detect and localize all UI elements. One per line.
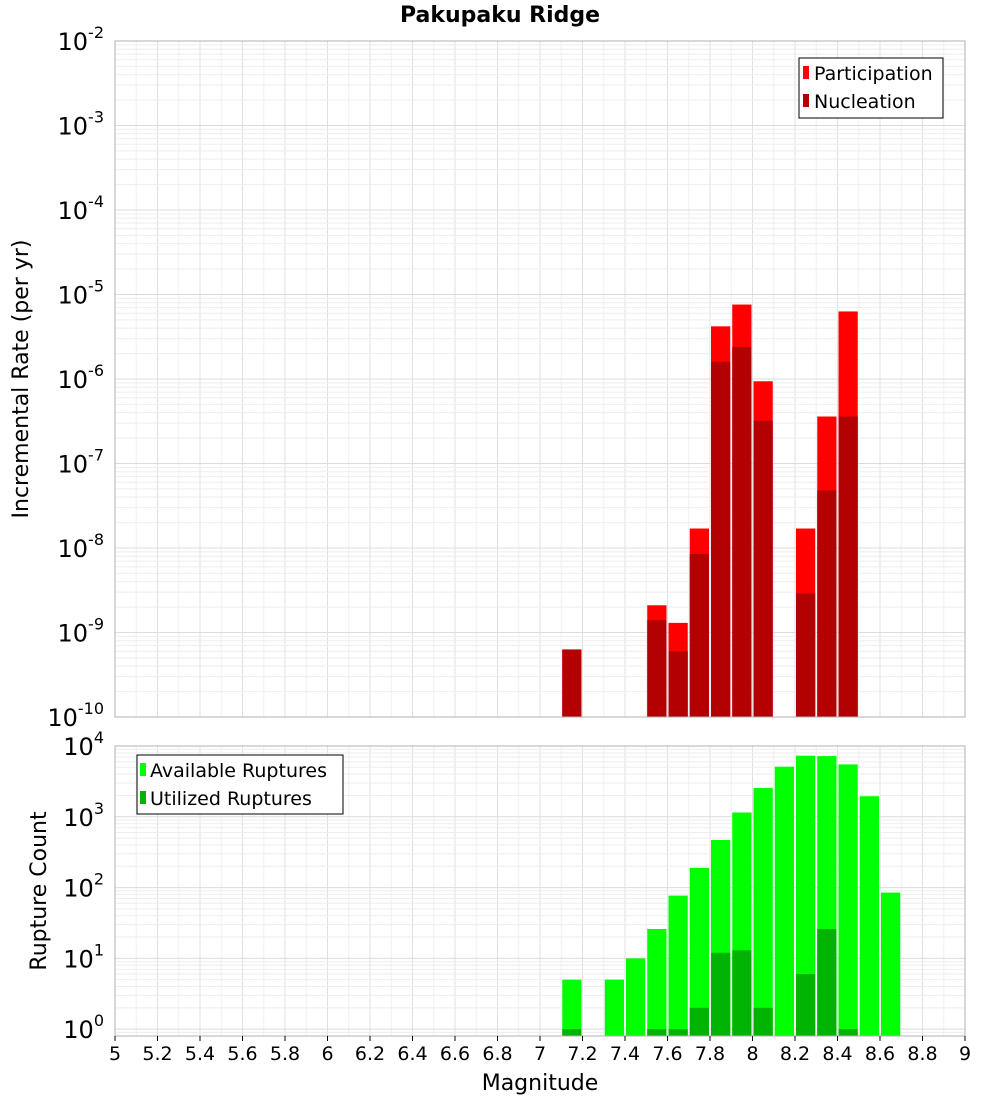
x-tick-label: 5.2 (142, 1043, 172, 1065)
utilized-bar (732, 950, 752, 1036)
x-tick-label: 7.4 (610, 1043, 640, 1065)
available-bar (838, 764, 858, 1036)
available-bar (881, 892, 901, 1036)
utilized-bar (647, 1029, 667, 1036)
x-tick-label: 6.6 (440, 1043, 470, 1065)
x-axis-label: Magnitude (482, 1071, 599, 1096)
top-grid (114, 41, 966, 718)
y-tick-label: 104 (63, 728, 104, 761)
available-bar (796, 755, 816, 1036)
top-panel: 10-2 10-3 10-4 10-5 10-6 10-7 10-8 10-9 10-10 In… (9, 23, 966, 732)
nucleation-bar (689, 553, 709, 717)
legend-swatch-participation (803, 66, 809, 79)
bottom-panel: 100 101 102 103 104 5 5.2 5.4 5.6 5.8 6 6.2 6.4 6.6 6… (27, 728, 971, 1096)
nucleation-bar (668, 651, 688, 717)
nucleation-bar (711, 361, 731, 717)
bottom-y-axis-label: Rupture Count (27, 811, 52, 971)
x-tick-label: 6.2 (355, 1043, 385, 1065)
available-bar (604, 979, 624, 1036)
utilized-bar (668, 1029, 688, 1036)
y-tick-label: 103 (63, 799, 104, 832)
y-tick-label: 101 (63, 940, 104, 973)
available-bar (562, 979, 582, 1036)
top-plot-frame (114, 40, 966, 718)
available-bar (753, 788, 773, 1036)
utilized-bar (796, 974, 816, 1036)
available-bar (859, 796, 879, 1036)
bottom-bars (562, 755, 901, 1036)
x-tick-label: 8.2 (780, 1043, 810, 1065)
y-tick-label: 10-2 (58, 23, 105, 56)
top-legend-box (798, 57, 944, 119)
available-bar (626, 958, 646, 1036)
nucleation-bar (732, 346, 752, 717)
available-bar (647, 928, 667, 1036)
x-tick-label: 8.8 (907, 1043, 937, 1065)
nucleation-bar (796, 593, 816, 717)
y-tick-label: 102 (63, 870, 104, 903)
y-tick-label: 10-6 (58, 361, 105, 394)
y-tick-label: 10-10 (47, 699, 104, 732)
utilized-bar (562, 1029, 582, 1036)
top-legend: Participation Nucleation (798, 57, 944, 119)
bottom-y-ticks: 100 101 102 103 104 (63, 728, 104, 1044)
x-tick-label: 7.6 (652, 1043, 682, 1065)
x-tick-label: 5.4 (185, 1043, 215, 1065)
y-tick-label: 10-4 (58, 192, 105, 225)
utilized-bar (753, 1007, 773, 1036)
y-tick-label: 10-8 (58, 530, 105, 563)
x-ticks: 5 5.2 5.4 5.6 5.8 6 6.2 6.4 6.6 6.8 7 7.2 7.4 7.6 7.8 8… (109, 1036, 971, 1065)
legend-swatch-utilized (140, 791, 146, 804)
utilized-bar (711, 952, 731, 1036)
x-tick-label: 6.4 (397, 1043, 427, 1065)
y-tick-label: 10-7 (58, 446, 105, 479)
y-tick-label: 10-9 (58, 615, 105, 648)
bottom-legend: Available Ruptures Utilized Ruptures (136, 754, 344, 815)
legend-label-nucleation: Nucleation (814, 91, 916, 113)
nucleation-bar (838, 416, 858, 717)
available-bar (668, 895, 688, 1036)
legend-label-available: Available Ruptures (150, 760, 327, 782)
y-tick-label: 100 (63, 1011, 104, 1044)
x-tick-label: 6 (321, 1043, 333, 1065)
x-tick-label: 5.8 (270, 1043, 300, 1065)
legend-swatch-available (140, 763, 146, 776)
utilized-bar (838, 1029, 858, 1036)
available-bar (774, 766, 794, 1036)
chart-title: Pakupaku Ridge (400, 3, 600, 28)
x-tick-label: 7 (534, 1043, 546, 1065)
legend-label-participation: Participation (814, 63, 933, 85)
x-tick-label: 5.6 (227, 1043, 257, 1065)
x-tick-label: 8.6 (865, 1043, 895, 1065)
x-tick-label: 9 (959, 1043, 971, 1065)
x-tick-label: 7.8 (695, 1043, 725, 1065)
nucleation-bar (753, 420, 773, 717)
legend-label-utilized: Utilized Ruptures (150, 788, 312, 810)
nucleation-bar (817, 490, 837, 717)
x-tick-label: 8 (746, 1043, 758, 1065)
utilized-bar (689, 1007, 709, 1036)
top-bars (562, 304, 858, 717)
legend-swatch-nucleation (803, 94, 809, 107)
x-tick-label: 6.8 (482, 1043, 512, 1065)
top-y-axis-label: Incremental Rate (per yr) (9, 240, 34, 519)
nucleation-bar (562, 649, 582, 717)
x-tick-label: 5 (109, 1043, 121, 1065)
bottom-legend-box (136, 754, 344, 815)
top-y-ticks: 10-2 10-3 10-4 10-5 10-6 10-7 10-8 10-9 10-10 (47, 23, 104, 732)
available-bar (689, 867, 709, 1036)
nucleation-bar (647, 620, 667, 717)
y-tick-label: 10-3 (58, 108, 105, 141)
x-tick-label: 8.4 (822, 1043, 852, 1065)
y-tick-label: 10-5 (58, 277, 105, 310)
x-tick-label: 7.2 (567, 1043, 597, 1065)
utilized-bar (817, 928, 837, 1036)
